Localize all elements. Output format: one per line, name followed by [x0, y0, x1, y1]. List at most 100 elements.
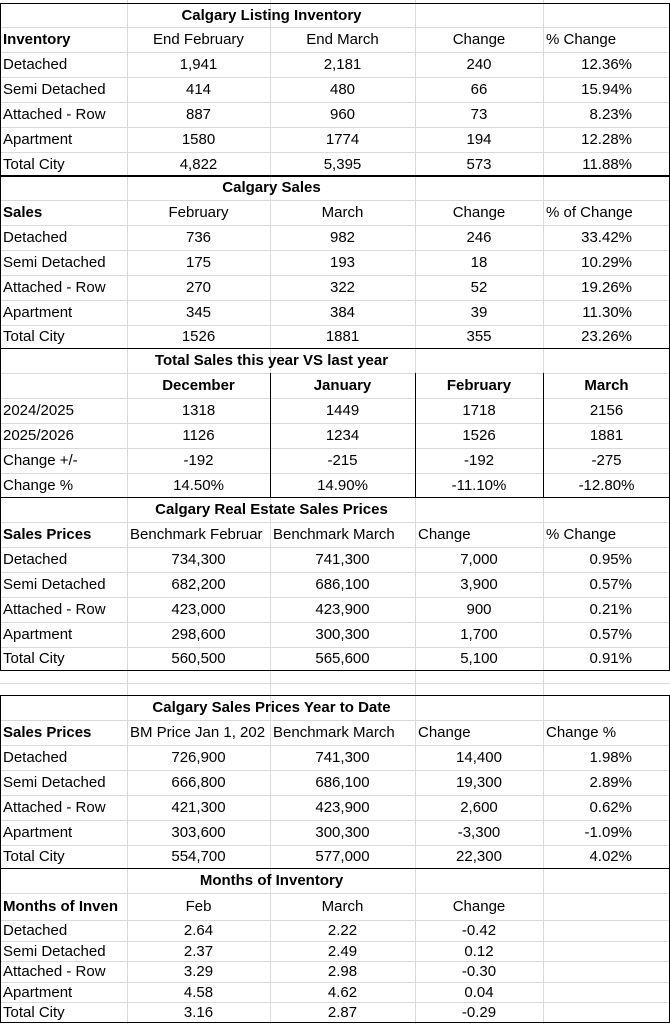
table-cell: 193 — [329, 254, 356, 271]
header-cell: Change — [418, 526, 471, 543]
table-cell: 900 — [466, 601, 492, 618]
header-cell: Benchmark March — [273, 724, 395, 741]
table-cell: 322 — [329, 279, 356, 296]
header-cell: Change — [452, 31, 506, 48]
grid-line — [127, 0, 128, 1024]
section-title: Calgary Sales Prices Year to Date — [152, 699, 391, 716]
table-cell: Detached — [3, 749, 68, 766]
table-cell: 0.57% — [589, 626, 632, 643]
section-title: Months of Inventory — [199, 872, 344, 889]
table-cell: 887 — [185, 106, 212, 123]
table-cell: 726,900 — [171, 749, 226, 766]
table-cell: 0.12 — [464, 942, 494, 960]
table-cell: Semi Detached — [3, 774, 106, 791]
header-cell: End March — [306, 31, 379, 48]
header-cell: Change % — [546, 724, 617, 741]
grid-line — [0, 27, 670, 28]
table-cell: -0.29 — [461, 1003, 497, 1021]
table-cell: Detached — [3, 56, 68, 73]
grid-line — [543, 0, 544, 1024]
table-cell: 666,800 — [171, 774, 226, 791]
table-cell: 2025/2026 — [3, 427, 74, 444]
table-cell: 0.95% — [589, 551, 632, 568]
header-cell: February — [168, 204, 229, 221]
table-cell: 66 — [470, 81, 488, 98]
table-cell: 423,900 — [315, 601, 370, 618]
table-cell: 15.94% — [581, 81, 632, 98]
table-cell: 194 — [466, 131, 492, 148]
table-cell: Semi Detached — [3, 254, 106, 271]
table-cell: 240 — [466, 56, 492, 73]
table-cell: 345 — [185, 304, 212, 321]
table-cell: 554,700 — [171, 848, 226, 865]
table-cell: 982 — [329, 229, 356, 246]
table-cell: 741,300 — [315, 551, 370, 568]
header-cell: % of Change — [546, 204, 633, 221]
grid-line — [0, 423, 670, 424]
table-cell: 480 — [329, 81, 356, 98]
table-cell: 0.04 — [464, 983, 494, 1001]
section-title: Total Sales this year VS last year — [154, 352, 389, 369]
header-cell: BM Price Jan 1, 202 — [130, 724, 266, 741]
table-cell: -0.30 — [461, 963, 497, 980]
table-cell: 14.90% — [317, 476, 368, 494]
table-cell: 270 — [185, 279, 212, 296]
table-cell: 686,100 — [315, 576, 370, 593]
table-cell: 1.98% — [589, 749, 632, 766]
table-cell: -215 — [327, 452, 358, 469]
table-cell: 1526 — [462, 427, 496, 444]
grid-line — [0, 745, 670, 746]
table-cell: 14.50% — [173, 476, 224, 494]
table-cell: 560,500 — [171, 650, 226, 667]
table-cell: Change % — [3, 476, 74, 494]
table-cell: 573 — [466, 155, 492, 173]
table-cell: Change +/- — [3, 452, 78, 469]
table-cell: 11.30% — [582, 304, 632, 321]
grid-line — [0, 300, 670, 301]
table-cell: 14,400 — [456, 749, 502, 766]
section-title: Calgary Sales — [222, 179, 321, 196]
grid-line — [0, 225, 670, 226]
grid-line — [270, 0, 271, 1024]
table-cell: Attached - Row — [3, 963, 106, 980]
table-cell: 4.62 — [327, 983, 358, 1001]
table-cell: 1881 — [589, 427, 624, 444]
header-cell: Sales Prices — [3, 526, 92, 543]
table-cell: -0.42 — [461, 922, 497, 939]
table-cell: 423,000 — [171, 601, 226, 618]
table-cell: 1718 — [462, 402, 496, 419]
grid-line — [0, 127, 670, 128]
table-cell: Apartment — [3, 304, 73, 321]
table-cell: Semi Detached — [3, 81, 106, 98]
table-cell: Detached — [3, 551, 68, 568]
header-cell: February — [446, 377, 512, 394]
section-title: Calgary Real Estate Sales Prices — [155, 501, 388, 518]
table-cell: 1881 — [325, 328, 360, 345]
header-cell: March — [584, 377, 629, 394]
table-cell: 10.29% — [581, 254, 632, 271]
table-cell: Apartment — [3, 824, 73, 841]
table-cell: 18 — [470, 254, 488, 271]
grid-line — [0, 820, 670, 821]
table-cell: 3.16 — [183, 1003, 214, 1021]
header-cell: Change — [452, 204, 506, 221]
table-cell: 1774 — [325, 131, 360, 148]
grid-line — [0, 473, 670, 474]
header-cell: Change — [452, 898, 506, 915]
table-cell: 4.02% — [589, 848, 632, 865]
header-cell: Change — [418, 724, 471, 741]
table-cell: 0.57% — [589, 576, 632, 593]
header-cell: Months of Inven — [3, 898, 118, 915]
table-cell: 960 — [329, 106, 356, 123]
table-cell: Semi Detached — [3, 942, 106, 960]
table-cell: 1126 — [182, 427, 215, 444]
table-cell: 1318 — [181, 402, 216, 419]
table-cell: 384 — [329, 304, 356, 321]
table-cell: 2.87 — [327, 1003, 358, 1021]
grid-line — [0, 200, 670, 201]
grid-line — [0, 982, 670, 983]
table-cell: 300,300 — [315, 626, 370, 643]
grid-line — [0, 647, 670, 648]
table-cell: 1449 — [325, 402, 360, 419]
